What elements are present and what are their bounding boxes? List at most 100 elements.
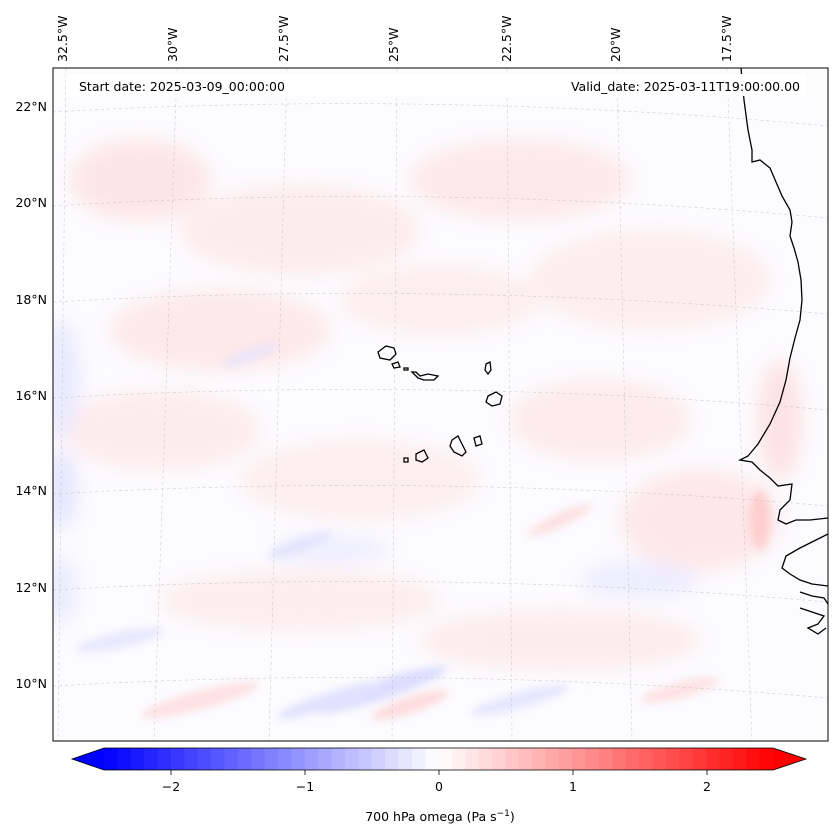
colorbar-segment (505, 748, 520, 770)
lat-label: 22°N (15, 99, 47, 114)
guinea-bissau-coast (799, 591, 828, 635)
colorbar-segment (371, 748, 386, 770)
lon-label: 25°W (386, 27, 401, 62)
colorbar-segment (679, 748, 694, 770)
coastlines (737, 68, 828, 635)
lat-label: 18°N (15, 292, 47, 307)
colorbar-segment (197, 748, 212, 770)
colorbar-segment (318, 748, 333, 770)
lat-label: 14°N (15, 483, 47, 498)
cape-verde-islands (377, 345, 503, 463)
island-santa-luzia (403, 367, 409, 371)
valid-date-label: Valid_date: 2025-03-11T19:00:00.00 (571, 79, 800, 94)
colorbar-ticks (170, 770, 708, 775)
island-brava (403, 457, 409, 463)
lon-label: 20°W (608, 27, 623, 62)
colorbar-segment (251, 748, 266, 770)
colorbar-segment (144, 748, 159, 770)
lon-label: 22.5°W (499, 16, 514, 62)
lon-label: 27.5°W (276, 16, 291, 62)
africa-coastline (737, 68, 828, 525)
start-date-label: Start date: 2025-03-09_00:00:00 (79, 79, 285, 94)
island-santo-antao (377, 345, 397, 361)
senegal-gambia-coast (781, 533, 828, 587)
colorbar-segment (398, 748, 413, 770)
colorbar-segment (184, 748, 199, 770)
colorbar-segment (157, 748, 172, 770)
island-maio (473, 435, 483, 447)
date-header-band (66, 74, 806, 96)
lat-label: 10°N (15, 676, 47, 691)
colorbar-extend-low (72, 748, 104, 770)
colorbar-segment (411, 748, 426, 770)
colorbar-segment (117, 748, 132, 770)
island-santiago (449, 435, 467, 457)
colorbar-segment (425, 748, 440, 770)
colorbar-segment (759, 748, 774, 770)
colorbar-segment (438, 748, 453, 770)
colorbar-segment (692, 748, 707, 770)
colorbar: −2 −1 0 1 2 700 hPa omega (Pa s−1) (70, 747, 808, 824)
colorbar-segment (492, 748, 506, 770)
colorbar-segment (665, 748, 680, 770)
colorbar-segment (719, 748, 734, 770)
colorbar-segment (104, 748, 118, 770)
lat-label: 16°N (15, 388, 47, 403)
latitude-labels: 22°N 20°N 18°N 16°N 14°N 12°N 10°N (15, 99, 47, 691)
colorbar-segment (518, 748, 533, 770)
colorbar-segment (130, 748, 145, 770)
colorbar-segment (625, 748, 640, 770)
colorbar-tick-label: 1 (569, 779, 577, 794)
colorbar-segment (304, 748, 319, 770)
longitude-labels: 32.5°W 30°W 27.5°W 25°W 22.5°W 20°W 17.5… (55, 16, 734, 62)
island-fogo (415, 449, 429, 463)
colorbar-tick-label: −1 (296, 779, 314, 794)
colorbar-segment (545, 748, 560, 770)
colorbar-segment (558, 748, 573, 770)
island-sao-nicolau (410, 371, 440, 381)
colorbar-segment (465, 748, 480, 770)
colorbar-segment (585, 748, 600, 770)
island-boa-vista (485, 391, 503, 407)
colorbar-segment (451, 748, 466, 770)
colorbar-segment (264, 748, 279, 770)
island-sao-vicente (391, 361, 401, 369)
colorbar-segment (599, 748, 614, 770)
colorbar-segment (344, 748, 359, 770)
colorbar-segment (612, 748, 627, 770)
omega-field (53, 140, 802, 720)
colorbar-tick-label: −2 (162, 779, 180, 794)
colorbar-segment (639, 748, 654, 770)
colorbar-segment (331, 748, 346, 770)
colorbar-tick-label: 0 (435, 779, 443, 794)
island-sal (484, 361, 492, 376)
colorbar-segment (732, 748, 747, 770)
colorbar-segment (652, 748, 667, 770)
lat-label: 20°N (15, 195, 47, 210)
colorbar-segment (746, 748, 761, 770)
lon-label: 30°W (165, 27, 180, 62)
lon-label: 17.5°W (719, 16, 734, 62)
map-panel: Start date: 2025-03-09_00:00:00 Valid_da… (52, 67, 829, 742)
colorbar-segment (211, 748, 226, 770)
map-frame (52, 67, 829, 742)
colorbar-segment (706, 748, 721, 770)
colorbar-segment (478, 748, 493, 770)
colorbar-segment (572, 748, 587, 770)
colorbar-segment (170, 748, 185, 770)
colorbar-tick-label: 2 (703, 779, 711, 794)
colorbar-segment (237, 748, 252, 770)
colorbar-segment (291, 748, 306, 770)
gridlines (53, 68, 828, 741)
colorbar-segments (104, 748, 774, 770)
colorbar-segment (358, 748, 373, 770)
colorbar-outline (70, 747, 808, 771)
colorbar-segment (277, 748, 292, 770)
lat-label: 12°N (15, 580, 47, 595)
colorbar-segment (532, 748, 547, 770)
colorbar-title: 700 hPa omega (Pa s−1) (365, 809, 515, 824)
colorbar-segment (224, 748, 239, 770)
colorbar-extend-high (773, 748, 806, 770)
colorbar-segment (384, 748, 399, 770)
